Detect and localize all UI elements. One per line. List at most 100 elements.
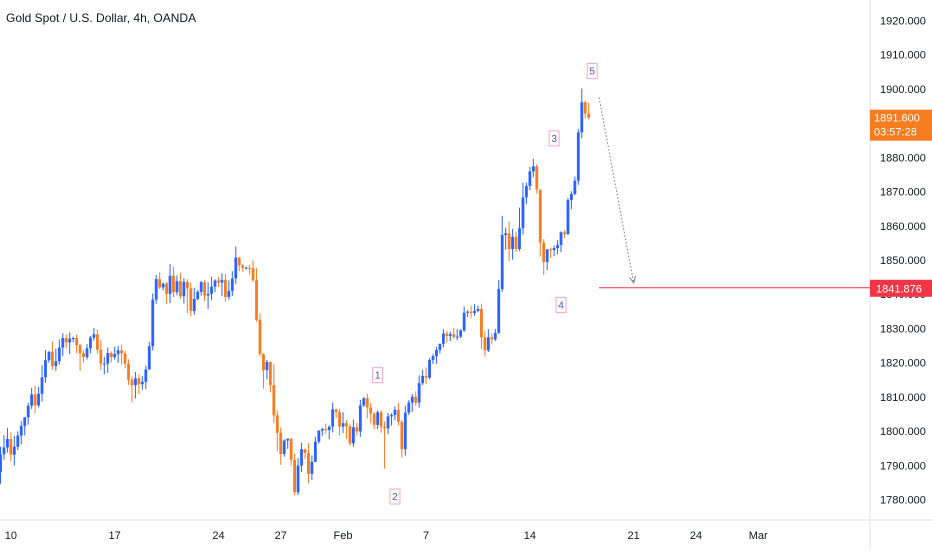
candle[interactable]: [462, 306, 466, 332]
candle[interactable]: [189, 282, 193, 317]
candle[interactable]: [123, 350, 127, 369]
candle[interactable]: [327, 425, 331, 440]
candle[interactable]: [127, 359, 130, 385]
candle[interactable]: [525, 182, 528, 205]
candle[interactable]: [258, 313, 262, 357]
candle[interactable]: [476, 305, 480, 312]
candle[interactable]: [158, 272, 162, 290]
candle[interactable]: [6, 427, 9, 453]
candle[interactable]: [455, 329, 459, 341]
candle[interactable]: [296, 458, 300, 496]
plot-area[interactable]: [0, 88, 591, 496]
candle[interactable]: [417, 375, 421, 408]
candle[interactable]: [545, 249, 549, 271]
candle[interactable]: [192, 287, 196, 315]
candle[interactable]: [210, 276, 213, 301]
candle[interactable]: [469, 305, 473, 318]
candle[interactable]: [573, 176, 577, 195]
candle[interactable]: [151, 293, 155, 351]
candle[interactable]: [206, 282, 210, 309]
candle[interactable]: [179, 272, 182, 299]
candle[interactable]: [12, 435, 16, 466]
candle[interactable]: [241, 264, 245, 272]
candle[interactable]: [172, 266, 175, 297]
candle[interactable]: [199, 280, 203, 296]
candle[interactable]: [75, 334, 79, 354]
candle[interactable]: [0, 446, 2, 484]
candle[interactable]: [345, 420, 348, 439]
candle[interactable]: [466, 310, 469, 318]
candle[interactable]: [542, 239, 546, 276]
candle[interactable]: [438, 343, 442, 354]
candle[interactable]: [563, 230, 566, 239]
candle[interactable]: [507, 221, 511, 262]
candle[interactable]: [144, 365, 148, 389]
candle[interactable]: [165, 281, 168, 304]
candle[interactable]: [313, 436, 317, 463]
candle[interactable]: [441, 329, 445, 348]
candle[interactable]: [224, 273, 227, 302]
candle[interactable]: [64, 334, 68, 349]
candle[interactable]: [16, 431, 20, 451]
candle[interactable]: [217, 277, 220, 288]
candle[interactable]: [137, 374, 141, 395]
candle[interactable]: [113, 346, 117, 360]
candle[interactable]: [393, 406, 397, 421]
candle[interactable]: [566, 198, 570, 236]
candle[interactable]: [275, 410, 279, 452]
candle[interactable]: [255, 268, 258, 322]
price-axis[interactable]: 1780.000 1790.000 1800.000 1810.000 1820.000…: [870, 16, 932, 507]
candle[interactable]: [19, 421, 23, 445]
target-price-tag[interactable]: 1841.876: [870, 279, 932, 297]
candle[interactable]: [348, 423, 352, 446]
candle[interactable]: [185, 279, 189, 314]
candle[interactable]: [414, 391, 418, 407]
candle[interactable]: [338, 408, 341, 436]
candle[interactable]: [504, 227, 508, 250]
candle[interactable]: [400, 419, 404, 458]
candle[interactable]: [486, 329, 490, 353]
candle[interactable]: [168, 264, 172, 304]
candle[interactable]: [54, 348, 58, 371]
candle[interactable]: [511, 228, 514, 260]
candle[interactable]: [497, 279, 501, 334]
candle[interactable]: [26, 402, 30, 425]
candle[interactable]: [372, 412, 376, 430]
candle[interactable]: [102, 356, 106, 375]
current-price-tag[interactable]: 1891.600 03:57:28: [870, 109, 932, 141]
candle[interactable]: [248, 265, 252, 275]
candle[interactable]: [237, 256, 241, 272]
candle[interactable]: [268, 361, 272, 393]
candle[interactable]: [282, 439, 286, 457]
time-axis[interactable]: 10 17 24 27 Feb 7 14 21 24 Mar: [5, 530, 768, 542]
candle[interactable]: [47, 351, 51, 363]
candle[interactable]: [120, 344, 123, 365]
candle[interactable]: [334, 408, 338, 419]
candle[interactable]: [293, 453, 296, 496]
candle[interactable]: [355, 422, 359, 436]
candle[interactable]: [552, 245, 556, 257]
candle[interactable]: [227, 280, 231, 300]
candle[interactable]: [251, 260, 255, 282]
candle[interactable]: [320, 427, 324, 436]
candle[interactable]: [244, 266, 248, 270]
candle[interactable]: [580, 88, 584, 139]
candle[interactable]: [452, 327, 456, 339]
candle[interactable]: [9, 432, 13, 462]
candle[interactable]: [154, 275, 158, 304]
candle[interactable]: [587, 102, 591, 120]
candle[interactable]: [403, 405, 407, 456]
candle[interactable]: [424, 367, 428, 385]
candle[interactable]: [116, 345, 120, 363]
candle[interactable]: [421, 369, 425, 386]
candle[interactable]: [130, 376, 134, 403]
candle[interactable]: [57, 339, 61, 365]
candle[interactable]: [570, 191, 573, 210]
candle[interactable]: [514, 231, 518, 252]
candle[interactable]: [68, 332, 72, 355]
candle[interactable]: [435, 346, 438, 364]
candle[interactable]: [365, 393, 369, 419]
candle[interactable]: [358, 399, 362, 437]
